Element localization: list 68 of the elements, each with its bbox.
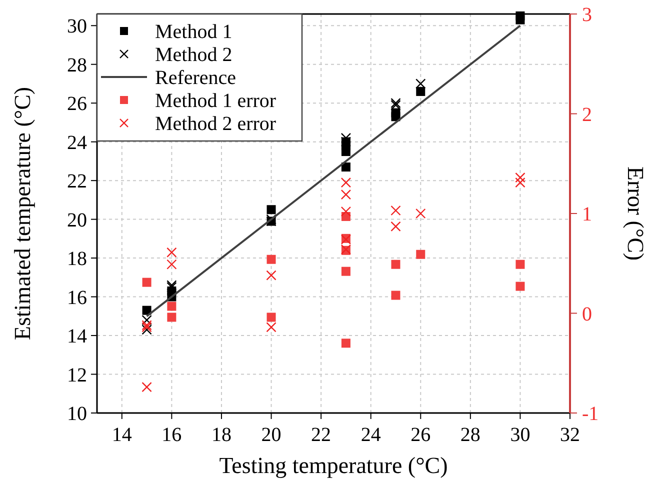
point — [142, 278, 152, 287]
x-tick-label: 20 — [261, 424, 282, 446]
point — [390, 221, 401, 232]
point — [340, 189, 352, 200]
point — [340, 132, 352, 144]
y-tick-label: 22 — [67, 170, 87, 193]
point — [340, 177, 352, 188]
y-tick-label: 30 — [67, 16, 87, 38]
x-tick-label: 24 — [360, 424, 381, 446]
y-tick-label: 18 — [67, 248, 87, 270]
point — [390, 205, 401, 216]
point — [167, 302, 176, 311]
y2-tick-label: 2 — [582, 104, 592, 126]
point — [266, 254, 276, 264]
point — [391, 290, 400, 300]
x-tick-label: 18 — [211, 424, 232, 446]
y2-tick-label: 0 — [582, 303, 592, 326]
legend-label: Method 1 — [155, 21, 232, 43]
point — [416, 208, 426, 219]
y2-tick-label: 1 — [582, 204, 592, 226]
y-tick-label: 26 — [67, 93, 87, 116]
point — [142, 314, 152, 326]
point — [341, 338, 350, 348]
y-tick-label: 24 — [67, 132, 87, 154]
x-tick-label: 32 — [560, 424, 580, 446]
y-tick-label: 16 — [67, 286, 87, 309]
point — [340, 206, 352, 217]
point — [391, 260, 400, 269]
point — [266, 205, 276, 214]
point — [416, 78, 426, 89]
y-tick-label: 14 — [67, 326, 87, 348]
point — [416, 86, 426, 96]
point — [266, 322, 276, 332]
x-axis-title: Testing temperature (°C) — [219, 453, 448, 478]
y-axis-title: Estimated temperature (°C) — [10, 86, 35, 340]
point — [142, 324, 152, 335]
point — [266, 312, 276, 322]
y-tick-label: 10 — [67, 403, 87, 425]
point — [416, 250, 426, 259]
y-tick-label: 20 — [67, 209, 87, 232]
point — [341, 266, 350, 276]
legend-label: Method 2 — [155, 44, 232, 66]
x-tick-label: 28 — [460, 424, 480, 446]
x-tick-label: 22 — [311, 424, 332, 446]
point — [515, 172, 526, 183]
point — [516, 282, 525, 291]
x-tick-label: 16 — [162, 424, 182, 446]
point — [167, 312, 176, 322]
y-tick-label: 28 — [67, 54, 87, 76]
point — [516, 260, 525, 269]
y-tick-label: 12 — [67, 364, 87, 386]
x-tick-label: 26 — [410, 424, 431, 446]
point — [515, 177, 526, 188]
point — [266, 270, 276, 280]
x-tick-label: 30 — [510, 424, 530, 446]
legend-label: Reference — [155, 67, 236, 89]
y2-tick-label: 3 — [582, 4, 592, 26]
point — [166, 247, 177, 258]
point — [142, 382, 152, 392]
point — [516, 11, 525, 20]
point — [341, 162, 350, 172]
point — [166, 259, 177, 270]
y2-axis-title: Error (°C) — [623, 166, 648, 261]
point — [391, 108, 400, 118]
y2-tick-label: -1 — [582, 403, 599, 425]
x-tick-label: 14 — [112, 424, 132, 446]
legend-label: Method 2 error — [155, 113, 276, 135]
legend-label: Method 1 error — [155, 90, 276, 112]
